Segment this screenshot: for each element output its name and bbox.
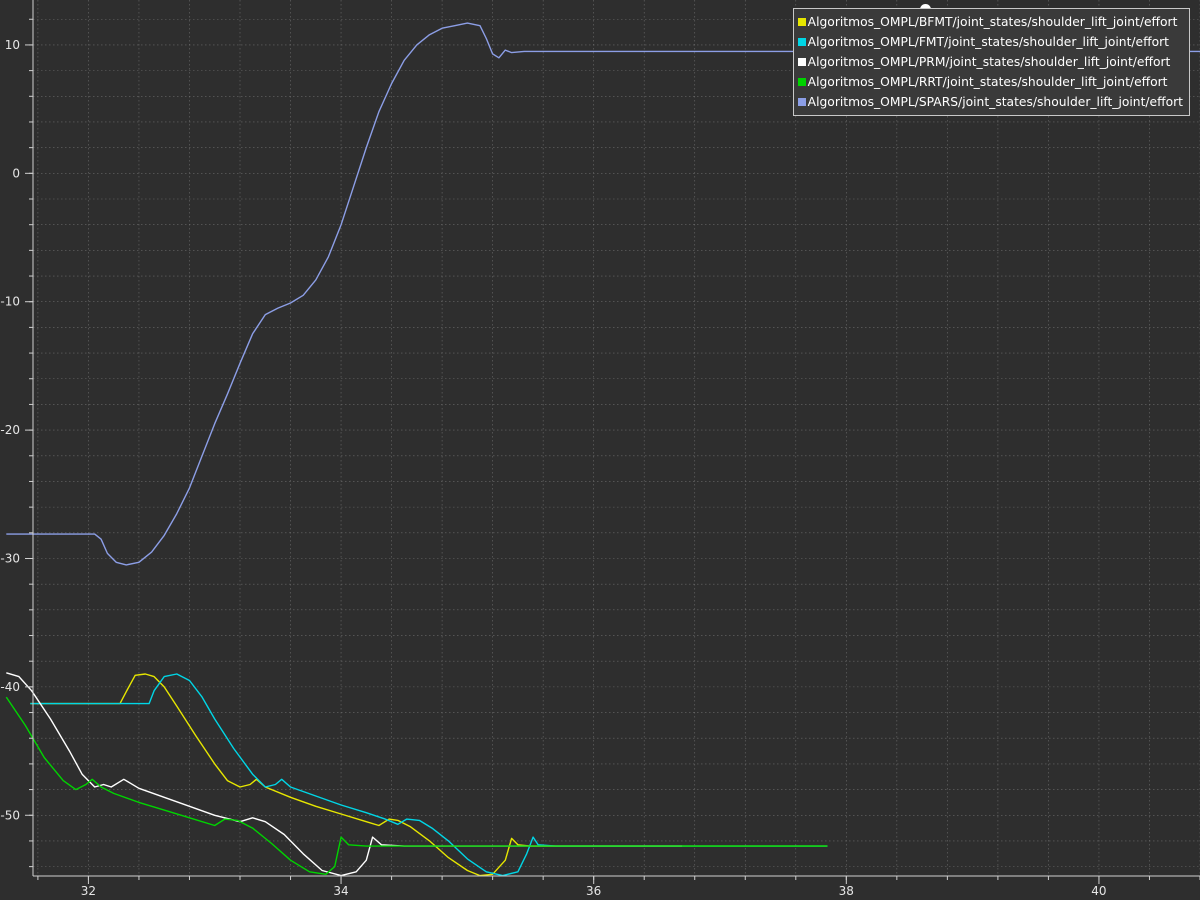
legend-item-rrt[interactable]: Algoritmos_OMPL/RRT/joint_states/shoulde…: [797, 72, 1183, 92]
y-tick-label: -20: [0, 423, 20, 437]
x-tick-label: 34: [333, 884, 348, 898]
legend-label-bfmt: Algoritmos_OMPL/BFMT/joint_states/should…: [807, 15, 1178, 29]
legend-label-fmt: Algoritmos_OMPL/FMT/joint_states/shoulde…: [807, 35, 1169, 49]
y-tick-label: 10: [5, 38, 20, 52]
series-line-3: [5, 696, 828, 875]
series-line-4: [6, 22, 1200, 566]
series-line-0: [30, 673, 828, 877]
series-line-2: [6, 672, 683, 877]
grid-lines: [33, 0, 1200, 876]
y-tick-label: -50: [0, 808, 20, 822]
legend-label-prm: Algoritmos_OMPL/PRM/joint_states/shoulde…: [807, 55, 1171, 69]
legend-swatch-bfmt: [797, 18, 806, 26]
y-tick-label: -10: [0, 295, 20, 309]
legend-swatch-fmt: [797, 38, 806, 46]
legend-label-spars: Algoritmos_OMPL/SPARS/joint_states/shoul…: [807, 95, 1183, 109]
legend-swatch-prm: [797, 58, 806, 66]
x-tick-label: 36: [586, 884, 601, 898]
series-lines: [5, 22, 1200, 877]
x-tick-label: 40: [1091, 884, 1106, 898]
legend-swatch-spars: [797, 98, 806, 106]
x-tick-label: 38: [839, 884, 854, 898]
legend-item-bfmt[interactable]: Algoritmos_OMPL/BFMT/joint_states/should…: [797, 12, 1183, 32]
legend-item-spars[interactable]: Algoritmos_OMPL/SPARS/joint_states/shoul…: [797, 92, 1183, 112]
legend-item-fmt[interactable]: Algoritmos_OMPL/FMT/joint_states/shoulde…: [797, 32, 1183, 52]
legend-item-prm[interactable]: Algoritmos_OMPL/PRM/joint_states/shoulde…: [797, 52, 1183, 72]
series-line-1: [30, 673, 828, 877]
legend-swatch-rrt: [797, 78, 806, 86]
y-tick-label: -30: [0, 551, 20, 565]
legend-label-rrt: Algoritmos_OMPL/RRT/joint_states/shoulde…: [807, 75, 1168, 89]
y-tick-label: 0: [12, 166, 20, 180]
legend[interactable]: Algoritmos_OMPL/BFMT/joint_states/should…: [792, 8, 1190, 116]
x-tick-label: 32: [81, 884, 96, 898]
y-tick-label: -40: [0, 680, 20, 694]
